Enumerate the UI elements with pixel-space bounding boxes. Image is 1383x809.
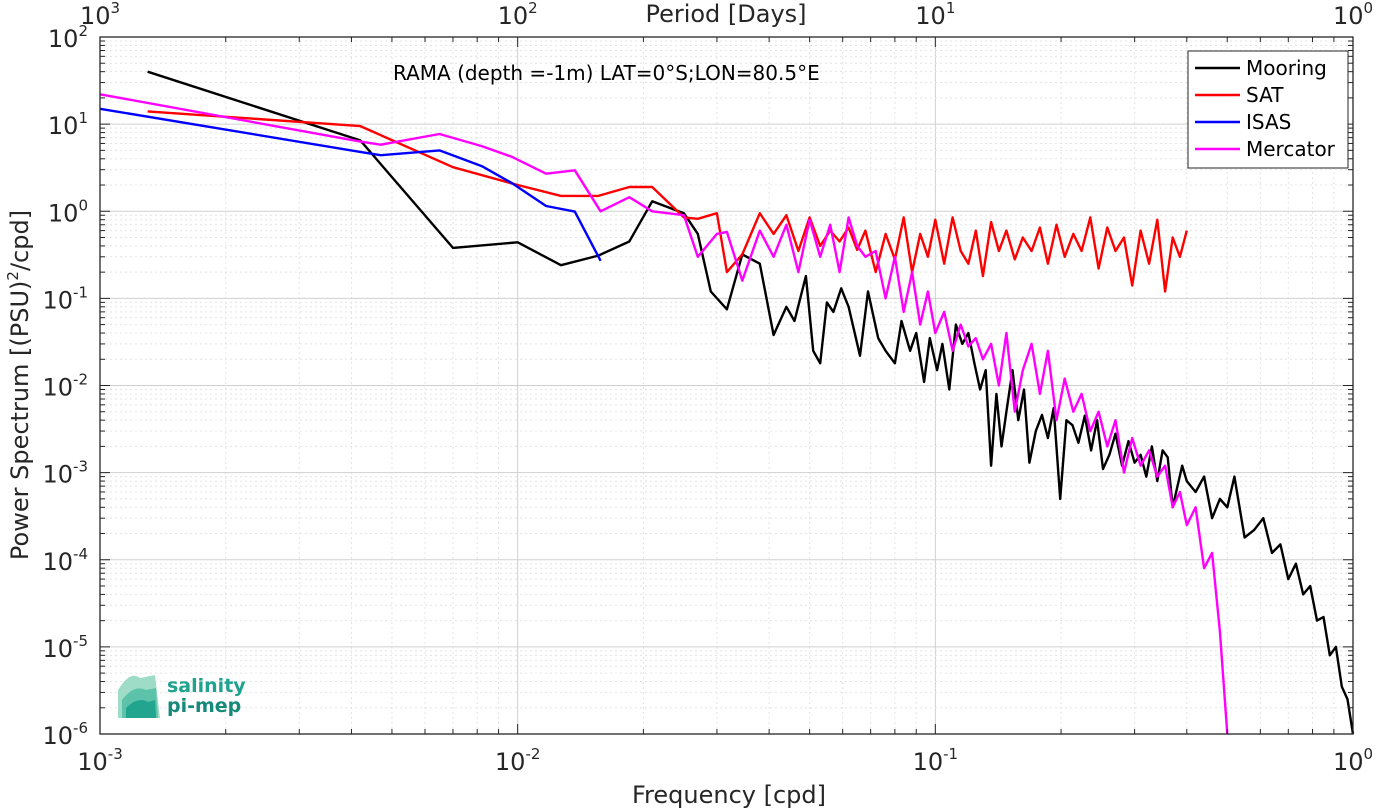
legend-label-mooring: Mooring xyxy=(1246,56,1327,80)
y-tick-label: 10-5 xyxy=(42,632,88,663)
x-axis-label: Frequency [cpd] xyxy=(632,781,826,809)
y-tick-label: 10-2 xyxy=(42,371,88,402)
y-axis-label: Power Spectrum [(PSU)2/cpd] xyxy=(4,210,34,560)
legend-label-isas: ISAS xyxy=(1246,110,1291,134)
series-line-isas xyxy=(99,107,602,262)
salinity-pi-mep-logo: salinity pi-mep xyxy=(118,675,246,718)
y-tick-label: 10-6 xyxy=(42,719,88,750)
legend: Mooring SAT ISAS Mercator xyxy=(1187,50,1349,169)
top-tick-label: 102 xyxy=(498,0,538,30)
y-tick-label: 10-1 xyxy=(42,283,88,314)
x-tick-label: 10-3 xyxy=(77,745,123,776)
top-tick-label: 103 xyxy=(80,0,120,30)
legend-label-sat: SAT xyxy=(1246,83,1284,107)
logo-text-pi-mep: pi-mep xyxy=(167,695,241,717)
y-tick-label: 10-4 xyxy=(42,545,88,576)
plot-annotation: RAMA (depth =-1m) LAT=0°S;LON=80.5°E xyxy=(393,61,820,85)
logo-mark-front xyxy=(126,700,156,718)
y-tick-label: 101 xyxy=(48,109,88,140)
y-tick-label: 102 xyxy=(48,22,88,53)
x-tick-label: 10-2 xyxy=(495,745,541,776)
series-line-mooring xyxy=(147,70,1355,735)
y-tick-label: 10-3 xyxy=(42,458,88,489)
top-tick-label: 101 xyxy=(915,0,955,30)
top-axis-label: Period [Days] xyxy=(645,0,806,28)
legend-label-mercator: Mercator xyxy=(1246,137,1336,161)
plot-area xyxy=(99,70,1355,735)
top-tick-label: 100 xyxy=(1333,0,1373,30)
logo-text-salinity: salinity xyxy=(167,675,246,697)
x-tick-label: 100 xyxy=(1333,745,1373,776)
series-line-mercator xyxy=(99,93,1229,735)
x-tick-label: 10-1 xyxy=(913,745,959,776)
y-tick-label: 100 xyxy=(48,196,88,227)
